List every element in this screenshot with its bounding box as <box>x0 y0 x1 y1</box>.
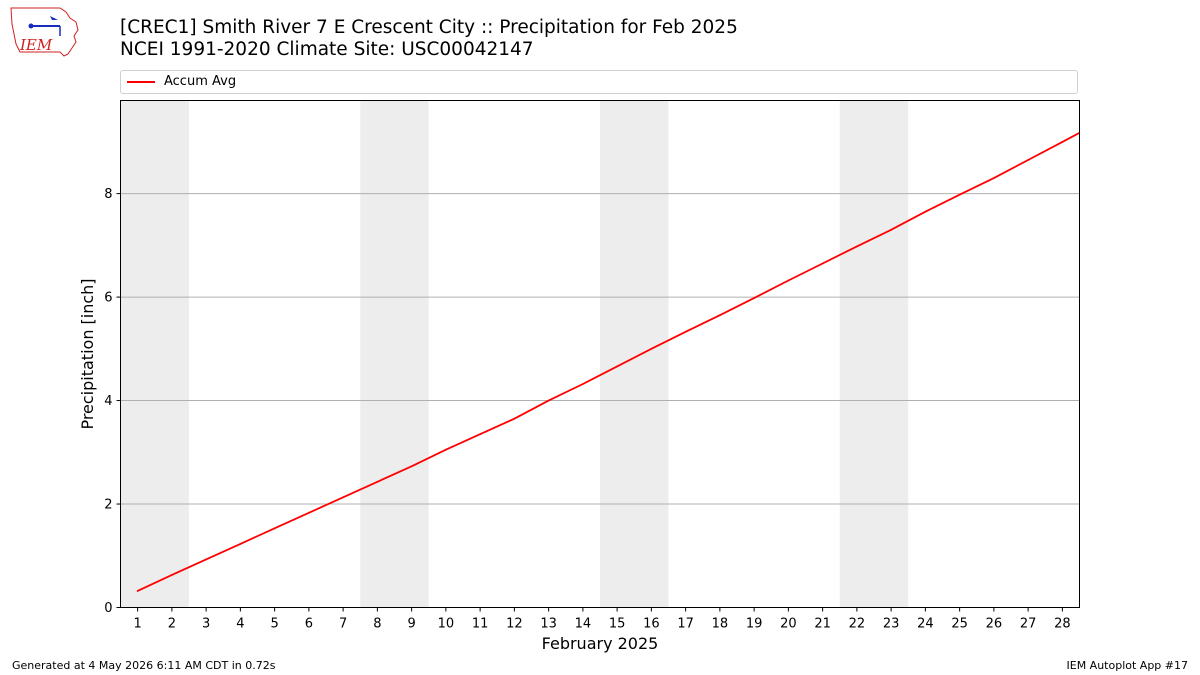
data-point-day-24 <box>924 210 927 213</box>
data-point-day-17 <box>684 330 687 333</box>
ytick-label-0: 0 <box>104 601 112 616</box>
xtick-label-25: 25 <box>951 617 968 632</box>
legend-label-accum-avg: Accum Avg <box>164 74 237 89</box>
data-point-day-19 <box>753 297 756 300</box>
data-point-day-9 <box>410 465 413 468</box>
xtick-label-4: 4 <box>236 617 244 632</box>
legend: Accum Avg <box>120 70 1078 94</box>
data-point-day-11 <box>479 433 482 436</box>
legend-swatch-accum-avg <box>127 81 155 83</box>
xtick-label-26: 26 <box>986 617 1003 632</box>
data-point-day-5 <box>273 527 276 530</box>
data-point-day-26 <box>992 177 995 180</box>
xtick-label-22: 22 <box>849 617 866 632</box>
xtick-label-24: 24 <box>917 617 934 632</box>
x-axis-label: February 2025 <box>542 634 659 653</box>
xtick-label-10: 10 <box>438 617 455 632</box>
data-point-day-8 <box>376 480 379 483</box>
xtick-label-12: 12 <box>506 617 523 632</box>
xtick-label-1: 1 <box>133 617 141 632</box>
data-point-day-25 <box>958 193 961 196</box>
data-point-day-23 <box>890 228 893 231</box>
data-point-day-6 <box>307 511 310 514</box>
weekend-band-3 <box>600 100 669 608</box>
ytick-label-6: 6 <box>104 291 112 306</box>
y-axis-label: Precipitation [inch] <box>78 278 97 429</box>
weekend-band-2 <box>360 100 429 608</box>
data-point-day-22 <box>855 245 858 248</box>
data-point-day-4 <box>239 542 242 545</box>
data-point-day-3 <box>205 558 208 561</box>
data-point-day-2 <box>170 574 173 576</box>
xtick-label-21: 21 <box>814 617 831 632</box>
iem-logo: IEM <box>10 7 79 57</box>
logo-text: IEM <box>19 36 53 54</box>
xtick-label-2: 2 <box>168 617 176 632</box>
xtick-label-11: 11 <box>472 617 489 632</box>
data-point-day-7 <box>342 496 345 499</box>
ytick-label-2: 2 <box>104 498 112 513</box>
xtick-label-17: 17 <box>677 617 694 632</box>
xtick-label-28: 28 <box>1054 617 1071 632</box>
data-point-day-13 <box>547 399 550 402</box>
ytick-label-8: 8 <box>104 187 112 202</box>
data-point-day-10 <box>444 448 447 451</box>
xtick-label-9: 9 <box>407 617 415 632</box>
xtick-label-18: 18 <box>712 617 729 632</box>
plot-frame <box>120 100 1080 608</box>
xtick-label-8: 8 <box>373 617 381 632</box>
xtick-label-15: 15 <box>609 617 626 632</box>
footer-generated: Generated at 4 May 2026 6:11 AM CDT in 0… <box>12 659 276 672</box>
data-point-day-16 <box>650 347 653 350</box>
data-point-day-18 <box>718 314 721 317</box>
weekend-band-4 <box>839 100 909 608</box>
footer-app: IEM Autoplot App #17 <box>1066 659 1189 672</box>
data-point-day-1 <box>136 590 139 592</box>
data-point-day-20 <box>787 279 790 282</box>
data-point-day-28 <box>1061 140 1064 143</box>
data-point-day-12 <box>513 417 516 420</box>
xtick-label-7: 7 <box>339 617 347 632</box>
xtick-label-3: 3 <box>202 617 210 632</box>
xtick-label-19: 19 <box>746 617 763 632</box>
xtick-label-5: 5 <box>270 617 278 632</box>
chart-subtitle: NCEI 1991-2020 Climate Site: USC00042147 <box>120 39 534 60</box>
data-point-day-14 <box>581 383 584 385</box>
weekend-band-1 <box>120 100 189 608</box>
data-point-day-15 <box>616 365 619 368</box>
data-point-day-27 <box>1027 159 1030 161</box>
ytick-label-4: 4 <box>104 394 112 409</box>
chart-title: [CREC1] Smith River 7 E Crescent City ::… <box>120 17 738 38</box>
xtick-label-23: 23 <box>883 617 900 632</box>
data-point-day-21 <box>821 262 824 265</box>
xtick-label-13: 13 <box>540 617 557 632</box>
xtick-label-27: 27 <box>1020 617 1037 632</box>
xtick-label-16: 16 <box>643 617 660 632</box>
xtick-label-20: 20 <box>780 617 797 632</box>
xtick-label-6: 6 <box>305 617 313 632</box>
xtick-label-14: 14 <box>575 617 592 632</box>
